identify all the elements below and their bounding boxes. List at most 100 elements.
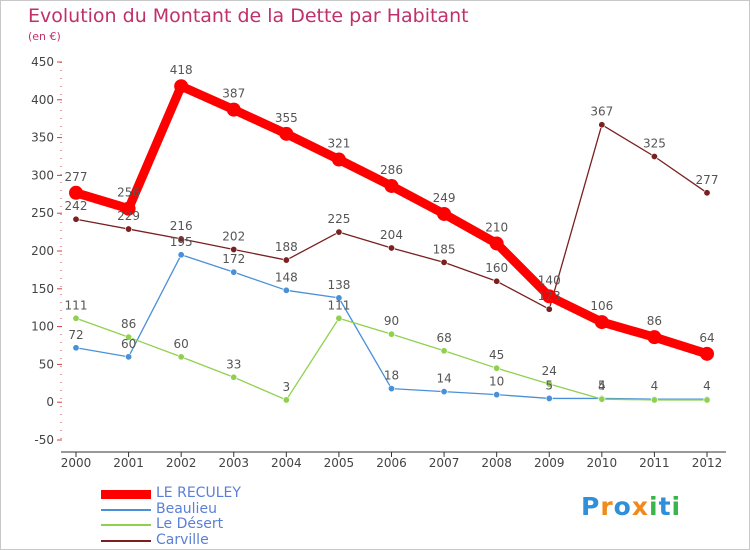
data-label: 4 [703,379,711,393]
data-label: 321 [327,137,350,151]
data-point [703,189,711,197]
data-point [125,353,133,361]
legend-swatch [101,489,151,499]
data-point [493,277,501,285]
data-point [72,314,80,322]
y-tick-label: 300 [31,168,54,182]
y-tick-label: 400 [31,93,54,107]
data-label: 138 [327,278,350,292]
data-label: 3 [283,380,291,394]
y-tick-label: 50 [39,357,54,371]
data-label: 277 [65,170,88,184]
data-label: 195 [170,235,193,249]
legend-item: Carville [101,531,301,549]
data-label: 72 [68,328,83,342]
data-point [387,244,395,252]
x-tick-label: 2012 [692,456,723,470]
data-label: 10 [489,375,504,389]
data-point [384,178,399,193]
x-tick-label: 2000 [61,456,92,470]
data-point [331,152,346,167]
data-point [545,394,553,402]
data-label: 148 [275,270,298,284]
logo-letter: r [600,492,614,521]
proxiti-logo: Proxiti [581,492,681,521]
data-point [72,344,80,352]
x-tick-label: 2001 [113,456,144,470]
data-label: 18 [384,369,399,383]
data-label: 4 [598,379,606,393]
legend-label: Carville [156,531,209,548]
data-point [282,286,290,294]
data-label: 4 [651,379,659,393]
data-label: 24 [542,364,557,378]
legend-swatch [101,539,151,542]
data-label: 204 [380,228,403,242]
data-point [545,380,553,388]
data-label: 160 [485,261,508,275]
x-tick-label: 2005 [324,456,355,470]
data-point [335,314,343,322]
data-point [594,315,609,330]
data-point [121,201,136,216]
logo-letter: o [613,492,632,521]
data-point [598,395,606,403]
data-point [226,102,241,117]
data-label: 202 [222,229,245,243]
data-label: 111 [327,298,350,312]
data-label: 60 [121,337,136,351]
data-label: 185 [433,242,456,256]
data-point [489,236,504,251]
data-point [282,256,290,264]
chart-unit: (en €) [28,30,61,43]
data-label: 5 [545,378,553,392]
data-point [545,305,553,313]
data-point [700,346,714,361]
x-tick-label: 2008 [481,456,512,470]
data-point [437,206,452,221]
data-label: 367 [590,105,613,119]
point-labels: 2772564183873553212862492101401068664726… [65,63,719,394]
data-label: 123 [538,289,561,303]
data-point [542,289,557,304]
x-tick-label: 2003 [218,456,249,470]
data-label: 325 [643,137,666,151]
legend-item: LE RECULEY [101,485,301,502]
y-tick-label: 100 [31,320,54,334]
line-chart: -50 0 50 100 150 200 250 300 350 400 450 2000 2001 20… [31,55,726,470]
data-label: 86 [647,314,662,328]
x-tick-label: 2011 [639,456,670,470]
y-tick-label: -50 [34,433,54,447]
data-label: 86 [121,317,136,331]
data-point [703,396,711,404]
data-label: 90 [384,314,399,328]
legend-swatch [101,508,151,511]
data-point [493,391,501,399]
data-point [647,330,662,345]
x-tick-label: 2004 [271,456,302,470]
legend-label: LE RECULEY [156,485,241,501]
series-line [75,124,708,310]
y-tick-label: 450 [31,55,54,69]
logo-letter: P [581,492,601,521]
data-point [282,396,290,404]
data-label: 45 [489,348,504,362]
data-point [230,245,238,253]
x-tick-label: 2002 [166,456,197,470]
logo-letter: x [631,492,649,521]
data-point [177,353,185,361]
data-point [440,258,448,266]
data-label: 68 [436,331,451,345]
logo-letter: i [671,492,682,521]
data-label: 256 [117,186,140,200]
data-label: 140 [538,273,561,287]
logo-letter: i [649,492,659,521]
data-label: 14 [436,372,451,386]
data-point [387,385,395,393]
data-label: 225 [327,212,350,226]
x-tick-label: 2010 [587,456,618,470]
data-point [335,228,343,236]
data-point [177,235,185,243]
data-point [72,215,80,223]
